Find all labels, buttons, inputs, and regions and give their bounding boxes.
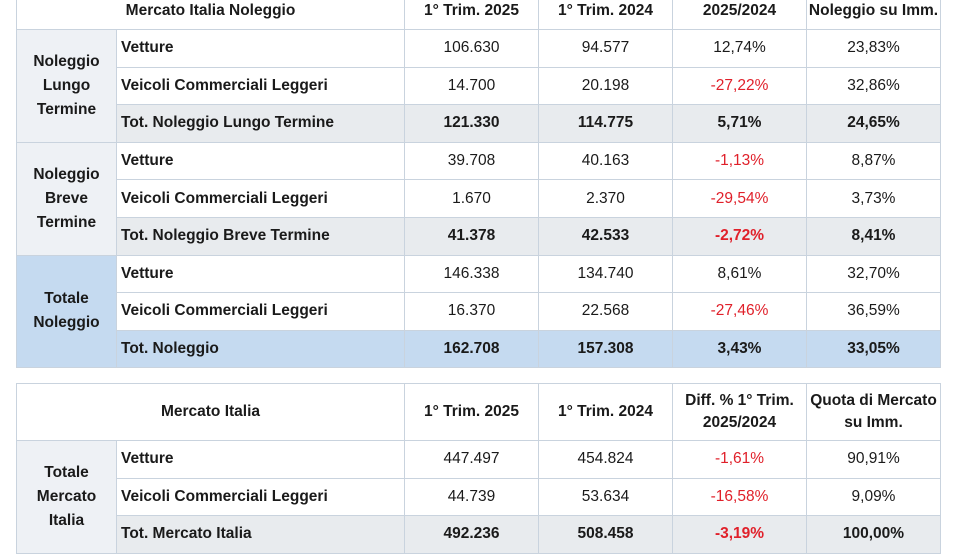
value-diff-percent: -16,58%	[672, 477, 807, 517]
value-diff-percent: -27,46%	[672, 292, 807, 331]
value-q1-2024: 454.824	[538, 440, 673, 479]
value-diff-percent: -27,22%	[672, 66, 807, 106]
table-row: Noleggio Breve Termine Vetture 39.708 40.16…	[16, 141, 941, 256]
row-label: Veicoli Commerciali Leggeri	[116, 179, 405, 218]
value-q1-2025: 44.739	[404, 477, 539, 517]
value-q1-2024: 134.740	[538, 254, 673, 294]
value-q1-2025: 41.378	[404, 216, 539, 256]
value-diff-percent: -1,61%	[672, 440, 807, 479]
group-label: Noleggio Lungo Termine	[16, 29, 117, 143]
value-market-share: 100,00%	[806, 515, 941, 554]
value-market-share: 32,70%	[806, 254, 941, 294]
value-market-share: 36,59%	[806, 292, 941, 331]
row-label: Vetture	[116, 29, 405, 68]
value-market-share: 9,09%	[806, 477, 941, 517]
header-row: Mercato Italia Noleggio 1° Trim. 2025 1° T…	[16, 0, 941, 30]
value-q1-2024: 157.308	[538, 329, 673, 369]
value-q1-2025: 16.370	[404, 292, 539, 331]
group-label: Noleggio Breve Termine	[16, 141, 117, 256]
subtotal-row: Tot. Noleggio Lungo Termine 121.330 114.77…	[17, 104, 941, 143]
row-label: Veicoli Commerciali Leggeri	[116, 66, 405, 106]
header-q1-2025: 1° Trim. 2025	[404, 0, 539, 30]
value-q1-2025: 1.670	[404, 179, 539, 218]
value-diff-percent: -3,19%	[672, 515, 807, 554]
header-market: Mercato Italia Noleggio	[16, 0, 405, 30]
header-q1-2024: 1° Trim. 2024	[538, 383, 673, 441]
row-label: Veicoli Commerciali Leggeri	[116, 477, 405, 517]
row-label: Tot. Mercato Italia	[116, 515, 405, 554]
value-q1-2025: 492.236	[404, 515, 539, 554]
value-q1-2025: 39.708	[404, 141, 539, 181]
value-market-share: 90,91%	[806, 440, 941, 479]
value-q1-2025: 14.700	[404, 66, 539, 106]
group-label: Totale Noleggio	[16, 254, 117, 369]
subtotal-row: Tot. Noleggio Breve Termine 41.378 42.533-…	[17, 216, 941, 256]
group-label: Totale Mercato Italia	[16, 440, 117, 554]
row-label: Vetture	[116, 141, 405, 181]
value-diff-percent: -2,72%	[672, 216, 807, 256]
value-market-share: 33,05%	[806, 329, 941, 369]
value-q1-2025: 146.338	[404, 254, 539, 294]
value-diff-percent: -1,13%	[672, 141, 807, 181]
value-q1-2025: 106.630	[404, 29, 539, 68]
header-row: Mercato Italia 1° Trim. 2025 1° Trim. 2024…	[16, 383, 941, 441]
table-row: Veicoli Commerciali Leggeri 16.370 22.568-…	[17, 292, 941, 331]
header-diff: Diff. % 1° Trim. 2025/2024	[672, 383, 807, 441]
value-q1-2024: 53.634	[538, 477, 673, 517]
value-diff-percent: 12,74%	[672, 29, 807, 68]
value-diff-percent: 3,43%	[672, 329, 807, 369]
subtotal-row: Tot. Mercato Italia 492.236 508.458 -3,19% 1…	[17, 515, 941, 554]
value-market-share: 23,83%	[806, 29, 941, 68]
row-label: Vetture	[116, 254, 405, 294]
table-row: Totale Mercato Italia Vetture 447.497 454.8…	[16, 440, 941, 554]
row-label: Veicoli Commerciali Leggeri	[116, 292, 405, 331]
table-row: Noleggio Lungo Termine Vetture 106.630 94.5…	[16, 29, 941, 143]
total-market-table: Mercato Italia 1° Trim. 2025 1° Trim. 2024…	[16, 383, 941, 554]
value-market-share: 8,87%	[806, 141, 941, 181]
value-market-share: 32,86%	[806, 66, 941, 106]
value-diff-percent: -29,54%	[672, 179, 807, 218]
value-market-share: 8,41%	[806, 216, 941, 256]
value-diff-percent: 5,71%	[672, 104, 807, 143]
header-share: Noleggio su Imm.	[806, 0, 941, 30]
header-diff: 2025/2024	[672, 0, 807, 30]
subtotal-row: Tot. Noleggio 162.708 157.308 3,43% 33,05%	[17, 329, 941, 369]
value-q1-2025: 162.708	[404, 329, 539, 369]
value-market-share: 24,65%	[806, 104, 941, 143]
value-q1-2024: 94.577	[538, 29, 673, 68]
table-row: Veicoli Commerciali Leggeri 14.700 20.198-…	[17, 66, 941, 106]
row-label: Vetture	[116, 440, 405, 479]
row-label: Tot. Noleggio	[116, 329, 405, 369]
value-q1-2024: 508.458	[538, 515, 673, 554]
value-q1-2024: 22.568	[538, 292, 673, 331]
value-q1-2024: 114.775	[538, 104, 673, 143]
row-label: Tot. Noleggio Lungo Termine	[116, 104, 405, 143]
rental-market-table: Mercato Italia Noleggio 1° Trim. 2025 1° T…	[16, 0, 941, 369]
header-share: Quota di Mercato su Imm.	[806, 383, 941, 441]
header-q1-2025: 1° Trim. 2025	[404, 383, 539, 441]
row-label: Tot. Noleggio Breve Termine	[116, 216, 405, 256]
value-diff-percent: 8,61%	[672, 254, 807, 294]
value-market-share: 3,73%	[806, 179, 941, 218]
header-q1-2024: 1° Trim. 2024	[538, 0, 673, 30]
value-q1-2025: 121.330	[404, 104, 539, 143]
table-row: Veicoli Commerciali Leggeri 44.739 53.634-…	[17, 477, 941, 517]
table-row: Totale Noleggio Vetture 146.338 134.740 8,61…	[16, 254, 941, 369]
header-market: Mercato Italia	[16, 383, 405, 441]
value-q1-2024: 40.163	[538, 141, 673, 181]
value-q1-2024: 20.198	[538, 66, 673, 106]
value-q1-2025: 447.497	[404, 440, 539, 479]
value-q1-2024: 42.533	[538, 216, 673, 256]
table-row: Veicoli Commerciali Leggeri 1.670 2.370 -29…	[17, 179, 941, 218]
value-q1-2024: 2.370	[538, 179, 673, 218]
